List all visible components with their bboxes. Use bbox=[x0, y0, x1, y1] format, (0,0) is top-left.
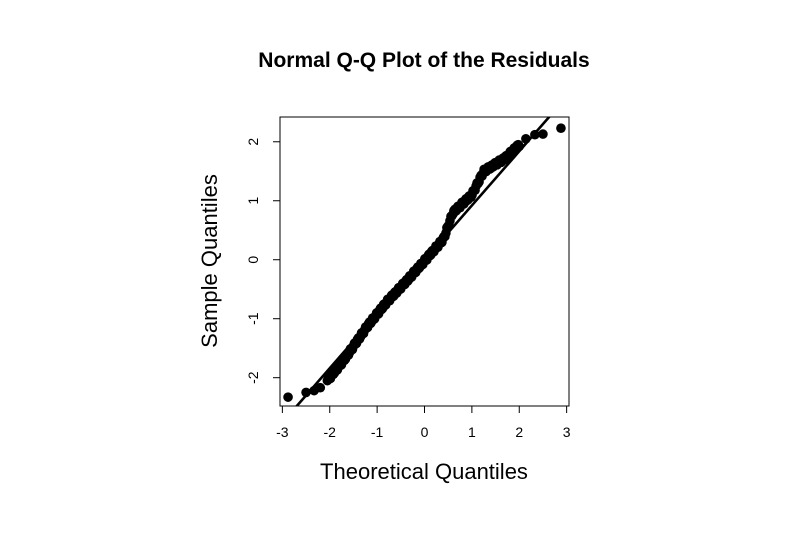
qq-point bbox=[521, 134, 531, 144]
x-tick-label: -3 bbox=[276, 424, 289, 440]
y-axis: -2 -1 0 1 2 bbox=[245, 138, 281, 384]
chart-title: Normal Q-Q Plot of the Residuals bbox=[258, 49, 589, 72]
x-axis: -3 -2 -1 0 1 2 3 bbox=[276, 405, 571, 440]
plot-area bbox=[283, 117, 566, 406]
x-tick-label: 3 bbox=[563, 424, 571, 440]
x-tick-label: -1 bbox=[371, 424, 384, 440]
qq-point bbox=[530, 129, 540, 140]
qq-point bbox=[315, 382, 326, 393]
x-tick-label: 0 bbox=[421, 424, 429, 440]
y-tick-label: 2 bbox=[245, 138, 261, 146]
qq-point bbox=[556, 123, 566, 134]
x-tick-label: -2 bbox=[324, 424, 337, 440]
qq-point bbox=[514, 141, 525, 152]
y-axis-label: Sample Quantiles bbox=[197, 174, 222, 348]
x-tick-label: 1 bbox=[468, 424, 476, 440]
y-tick-label: -1 bbox=[245, 312, 261, 325]
x-tick-label: 2 bbox=[515, 424, 523, 440]
y-tick-label: 0 bbox=[245, 256, 261, 264]
y-tick-label: -2 bbox=[245, 371, 261, 384]
qq-point bbox=[538, 129, 548, 139]
x-axis-label: Theoretical Quantiles bbox=[320, 459, 528, 484]
qq-point bbox=[301, 387, 311, 398]
y-tick-label: 1 bbox=[245, 197, 261, 205]
qq-point bbox=[283, 392, 293, 402]
